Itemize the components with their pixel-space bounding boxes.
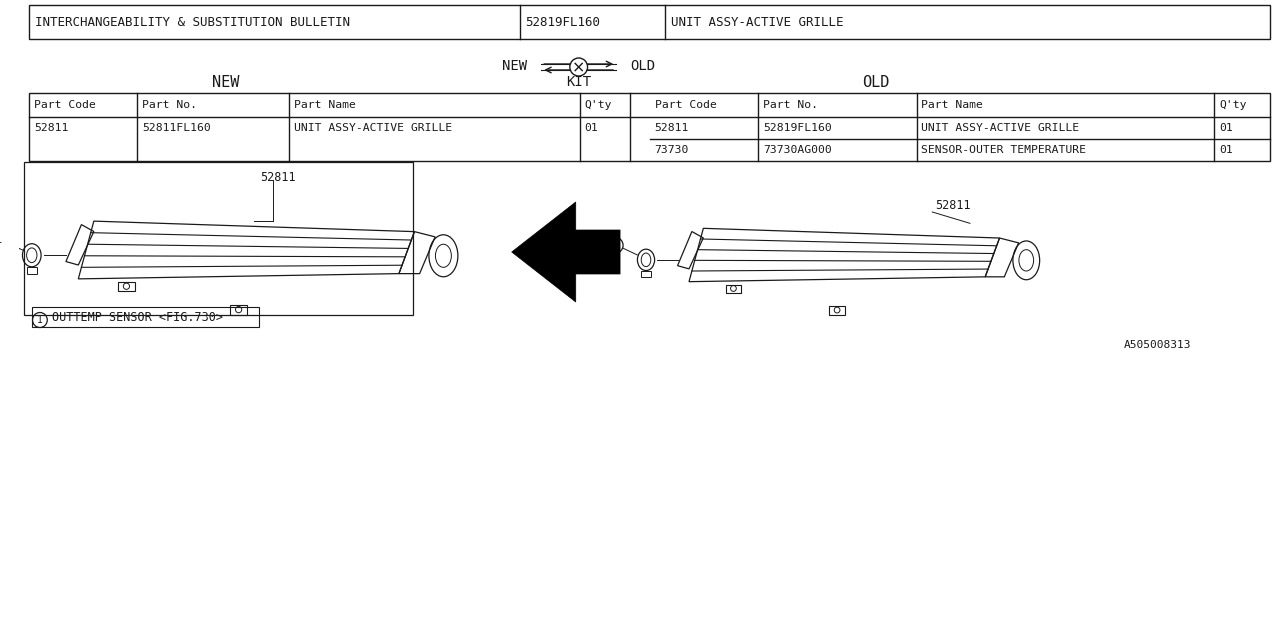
Text: INTERCHANGEABILITY & SUBSTITUTION BULLETIN: INTERCHANGEABILITY & SUBSTITUTION BULLET…	[35, 15, 349, 29]
Text: Q'ty: Q'ty	[585, 100, 612, 110]
Text: OLD: OLD	[863, 74, 890, 90]
Text: OUTTEMP SENSOR <FIG.730>: OUTTEMP SENSOR <FIG.730>	[51, 310, 223, 323]
Text: Q'ty: Q'ty	[1219, 100, 1247, 110]
Text: Part No.: Part No.	[763, 100, 818, 110]
Text: 01: 01	[1219, 145, 1233, 155]
Text: SENSOR-OUTER TEMPERATURE: SENSOR-OUTER TEMPERATURE	[922, 145, 1087, 155]
Text: 1: 1	[613, 241, 618, 250]
Text: UNIT ASSY-ACTIVE GRILLE: UNIT ASSY-ACTIVE GRILLE	[294, 123, 452, 133]
Text: 1: 1	[37, 315, 42, 325]
Text: A505008313: A505008313	[1124, 340, 1192, 350]
Bar	[29, 93, 1270, 161]
Text: Part No.: Part No.	[142, 100, 197, 110]
Text: 52811: 52811	[936, 198, 972, 211]
Text: 1: 1	[0, 234, 1, 244]
Bar	[29, 5, 1270, 39]
Text: Part Code: Part Code	[35, 100, 96, 110]
Text: UNIT ASSY-ACTIVE GRILLE: UNIT ASSY-ACTIVE GRILLE	[922, 123, 1079, 133]
Text: 01: 01	[585, 123, 598, 133]
Circle shape	[570, 58, 588, 76]
Text: 52819FL160: 52819FL160	[526, 15, 600, 29]
Text: 73730: 73730	[654, 145, 689, 155]
Text: 52811FL160: 52811FL160	[142, 123, 211, 133]
Text: UNIT ASSY-ACTIVE GRILLE: UNIT ASSY-ACTIVE GRILLE	[671, 15, 844, 29]
Text: 52819FL160: 52819FL160	[763, 123, 832, 133]
Text: 52811: 52811	[654, 123, 689, 133]
Text: 52811: 52811	[261, 170, 296, 184]
Text: Part Name: Part Name	[294, 100, 356, 110]
Text: NEW: NEW	[502, 59, 527, 73]
Text: NEW: NEW	[212, 74, 239, 90]
Text: 01: 01	[1219, 123, 1233, 133]
Text: 52811: 52811	[35, 123, 68, 133]
Text: 73730AG000: 73730AG000	[763, 145, 832, 155]
Bar	[24, 162, 413, 315]
Text: KIT: KIT	[566, 75, 591, 89]
Text: Part Name: Part Name	[922, 100, 983, 110]
Bar	[32, 307, 259, 327]
Polygon shape	[512, 202, 620, 302]
Text: OLD: OLD	[630, 59, 655, 73]
Text: Part Code: Part Code	[654, 100, 717, 110]
